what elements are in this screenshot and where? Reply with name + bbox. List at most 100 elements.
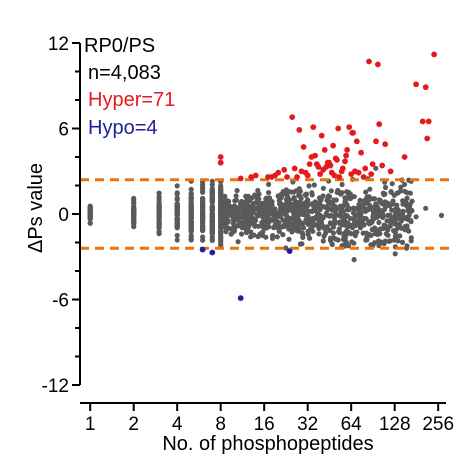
background-point [264, 209, 270, 215]
background-point [255, 233, 261, 240]
background-point [174, 197, 180, 203]
background-point [280, 232, 286, 238]
x-tick-label: 64 [341, 414, 363, 435]
background-point [336, 212, 342, 219]
background-point [387, 238, 393, 244]
hyper-point [379, 162, 386, 169]
background-point [291, 189, 297, 195]
background-points-layer [87, 165, 445, 263]
background-point [344, 240, 350, 246]
hyper-point [217, 159, 224, 166]
background-point [385, 212, 391, 218]
background-point [256, 191, 262, 197]
background-point [257, 208, 263, 214]
hyper-point [294, 174, 300, 180]
background-point [341, 230, 347, 237]
hyper-point [323, 164, 330, 170]
background-point [389, 181, 395, 187]
background-point [269, 235, 276, 241]
background-point [292, 212, 298, 218]
hyper-point [326, 159, 332, 166]
background-point [256, 223, 262, 229]
background-point [330, 224, 336, 230]
background-point [336, 226, 342, 232]
background-point [311, 182, 317, 188]
background-point [388, 189, 394, 195]
background-point [188, 229, 194, 235]
hyper-point [387, 168, 394, 175]
background-point [342, 195, 348, 201]
background-point [408, 218, 414, 224]
hyper-point [296, 126, 303, 133]
background-point [409, 198, 415, 204]
background-point [260, 214, 266, 220]
background-point [174, 215, 180, 221]
background-point [373, 201, 379, 207]
y-tick-label: 6 [58, 120, 69, 141]
background-point [188, 222, 194, 228]
background-point [174, 232, 180, 239]
x-tick-label: 8 [215, 414, 226, 435]
background-point [283, 245, 289, 251]
background-point [285, 188, 291, 195]
hyper-point [413, 81, 419, 88]
background-point [369, 227, 375, 233]
background-point [283, 197, 289, 203]
background-point [342, 235, 348, 241]
background-point [131, 211, 137, 217]
background-point [357, 197, 363, 203]
hyper-point [272, 172, 278, 179]
background-point [237, 221, 243, 227]
annotation-hyper-count: Hyper=71 [88, 89, 175, 111]
background-point [395, 238, 401, 244]
hyper-point [335, 125, 342, 132]
background-point [218, 239, 224, 245]
background-point [263, 196, 269, 202]
hyper-point [317, 171, 323, 178]
background-point [272, 221, 278, 228]
background-point [339, 190, 345, 196]
background-point [294, 205, 300, 211]
background-point [381, 222, 387, 228]
background-point [322, 224, 328, 230]
hyper-point [373, 138, 379, 145]
background-point [131, 207, 137, 213]
background-point [337, 230, 343, 236]
background-point [252, 192, 258, 198]
background-point [246, 219, 252, 225]
hyper-point [362, 165, 369, 172]
background-point [309, 201, 315, 207]
background-point [258, 202, 264, 208]
background-point [218, 224, 224, 231]
background-point [349, 239, 355, 245]
background-point [339, 207, 345, 213]
background-point [346, 207, 352, 213]
background-point [279, 224, 285, 230]
background-point [209, 211, 215, 218]
x-axis-label: No. of phosphopeptides [162, 433, 373, 455]
background-point [388, 217, 394, 223]
background-point [188, 204, 194, 210]
background-point [321, 233, 327, 239]
background-point [218, 229, 224, 235]
background-point [348, 231, 354, 237]
background-point [300, 225, 306, 231]
background-point [287, 216, 293, 222]
background-point [387, 223, 393, 229]
background-point [200, 212, 206, 218]
background-point [404, 195, 410, 201]
background-point [266, 190, 272, 196]
background-point [233, 193, 239, 199]
x-tick-label: 256 [422, 414, 454, 435]
background-point [369, 218, 375, 225]
background-point [188, 195, 194, 201]
background-point [87, 216, 93, 222]
background-point [209, 190, 215, 196]
hyper-point [355, 169, 362, 176]
background-point [401, 181, 408, 187]
background-point [174, 183, 180, 189]
background-point [156, 215, 162, 221]
hyper-point [360, 174, 367, 180]
background-point [317, 199, 323, 205]
